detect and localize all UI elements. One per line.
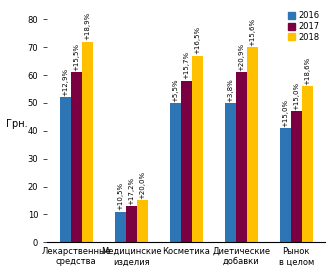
Text: +15,0%: +15,0% bbox=[282, 98, 288, 127]
Bar bbox=[280, 128, 291, 242]
Text: +15,5%: +15,5% bbox=[73, 43, 79, 71]
Bar bbox=[71, 72, 82, 242]
Text: +16,5%: +16,5% bbox=[194, 26, 200, 54]
Text: +3,8%: +3,8% bbox=[227, 78, 233, 102]
Bar bbox=[170, 103, 181, 242]
Text: +15,6%: +15,6% bbox=[249, 18, 255, 46]
Text: +12,9%: +12,9% bbox=[62, 68, 68, 96]
Text: +15,7%: +15,7% bbox=[183, 51, 189, 79]
Text: +18,6%: +18,6% bbox=[304, 57, 310, 85]
Bar bbox=[126, 206, 137, 242]
Text: +18,9%: +18,9% bbox=[84, 12, 90, 40]
Text: +5,5%: +5,5% bbox=[172, 78, 178, 102]
Bar bbox=[225, 103, 236, 242]
Bar bbox=[192, 56, 203, 242]
Bar bbox=[236, 72, 247, 242]
Text: +10,5%: +10,5% bbox=[117, 182, 123, 210]
Text: +20,9%: +20,9% bbox=[238, 43, 244, 71]
Bar bbox=[115, 212, 126, 242]
Y-axis label: Грн.: Грн. bbox=[6, 119, 27, 129]
Bar bbox=[291, 111, 302, 242]
Bar bbox=[82, 42, 93, 242]
Text: +20,0%: +20,0% bbox=[139, 171, 145, 199]
Bar bbox=[181, 81, 192, 242]
Bar bbox=[302, 86, 313, 242]
Bar bbox=[60, 97, 71, 242]
Text: +17,2%: +17,2% bbox=[128, 177, 134, 205]
Legend: 2016, 2017, 2018: 2016, 2017, 2018 bbox=[286, 10, 321, 44]
Bar bbox=[247, 47, 258, 242]
Text: +15,0%: +15,0% bbox=[293, 82, 299, 110]
Bar bbox=[137, 200, 148, 242]
